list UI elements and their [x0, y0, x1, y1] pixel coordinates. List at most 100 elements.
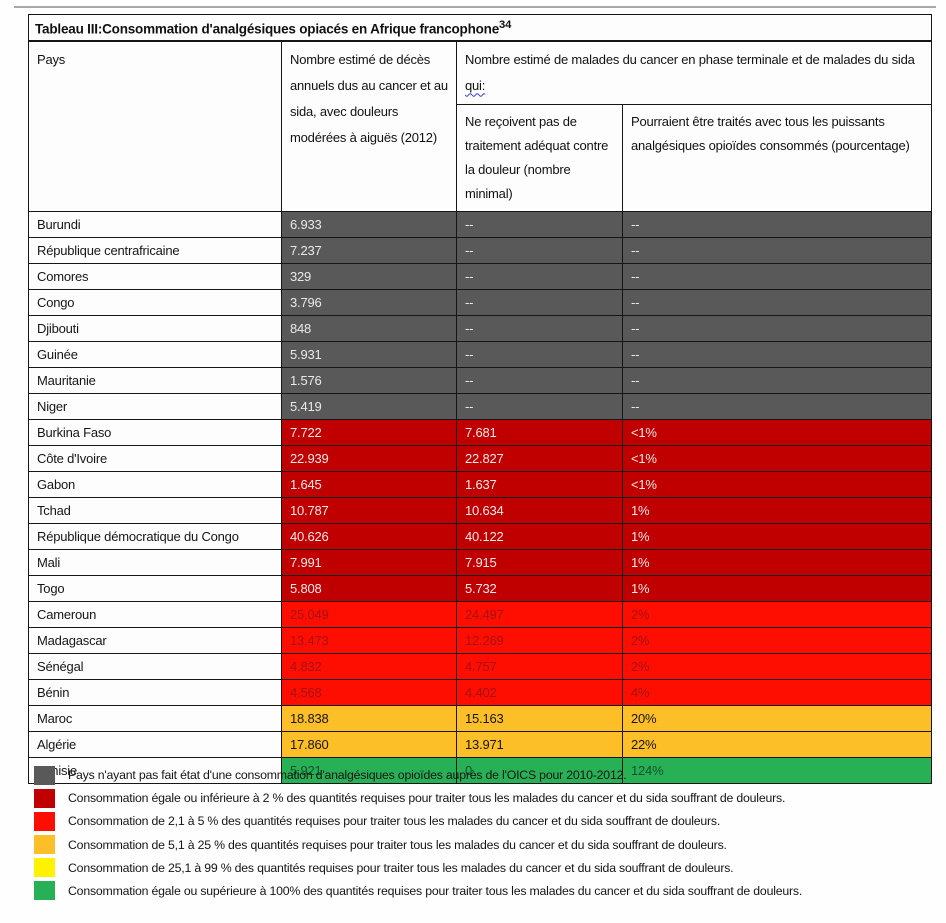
- table-title-text: Tableau III:Consommation d'analgésiques …: [35, 21, 500, 37]
- country-cell: Cameroun: [28, 600, 282, 628]
- percentage-cell: --: [621, 340, 933, 368]
- country-cell: Djibouti: [28, 314, 282, 342]
- table-header-row-1: Pays Nombre estimé de décès annuels dus …: [28, 40, 933, 212]
- untreated-cell: 7.915: [456, 548, 623, 576]
- table-row: Comores 329 -- --: [28, 262, 933, 290]
- table-row: Bénin 4.568 4.402 4%: [28, 678, 933, 706]
- deaths-cell: 13.473: [281, 626, 457, 654]
- header-percentage: Pourraient être traités avec tous les pu…: [621, 103, 933, 212]
- legend-text: Consommation égale ou supérieure à 100% …: [68, 883, 803, 898]
- deaths-cell: 1.645: [281, 470, 457, 498]
- untreated-cell: 4.757: [456, 652, 623, 680]
- country-cell: Mauritanie: [28, 366, 282, 394]
- untreated-cell: --: [456, 366, 623, 394]
- percentage-cell: 1%: [621, 496, 933, 524]
- country-cell: Gabon: [28, 470, 282, 498]
- country-cell: Niger: [28, 392, 282, 420]
- deaths-cell: 18.838: [281, 704, 457, 732]
- country-cell: Guinée: [28, 340, 282, 368]
- percentage-cell: --: [621, 392, 933, 420]
- deaths-cell: 4.568: [281, 678, 457, 706]
- header-group-text: Nombre estimé de malades du cancer en ph…: [465, 51, 915, 67]
- country-cell: République centrafricaine: [28, 236, 282, 264]
- untreated-cell: --: [456, 262, 623, 290]
- country-cell: Côte d'Ivoire: [28, 444, 282, 472]
- percentage-cell: <1%: [621, 444, 933, 472]
- country-cell: Comores: [28, 262, 282, 290]
- country-cell: Mali: [28, 548, 282, 576]
- percentage-cell: 2%: [621, 626, 933, 654]
- percentage-cell: --: [621, 366, 933, 394]
- untreated-cell: --: [456, 314, 623, 342]
- untreated-cell: 10.634: [456, 496, 623, 524]
- legend-text: Consommation égale ou inférieure à 2 % d…: [68, 791, 786, 806]
- country-cell: Burkina Faso: [28, 418, 282, 446]
- legend-item: Consommation égale ou inférieure à 2 % d…: [34, 789, 934, 808]
- legend-color-chip: [34, 766, 55, 785]
- header-untreated: Ne reçoivent pas de traitement adéquat c…: [456, 103, 623, 212]
- legend-color-chip: [34, 789, 55, 808]
- table-row: Côte d'Ivoire 22.939 22.827 <1%: [28, 444, 933, 472]
- table-row: Mauritanie 1.576 -- --: [28, 366, 933, 394]
- deaths-cell: 7.237: [281, 236, 457, 264]
- country-cell: Togo: [28, 574, 282, 602]
- table-row: Cameroun 25.049 24.497 2%: [28, 600, 933, 628]
- untreated-cell: --: [456, 392, 623, 420]
- header-group: Nombre estimé de malades du cancer en ph…: [455, 40, 933, 105]
- legend-item: Consommation de 5,1 à 25 % des quantités…: [34, 835, 934, 854]
- table-row: République démocratique du Congo 40.626 40…: [28, 522, 933, 550]
- country-cell: Tchad: [28, 496, 282, 524]
- table-row: Togo 5.808 5.732 1%: [28, 574, 933, 602]
- legend-item: Consommation de 25,1 à 99 % des quantité…: [34, 858, 934, 877]
- legend-item: Consommation égale ou supérieure à 100% …: [34, 881, 934, 900]
- deaths-cell: 17.860: [281, 730, 457, 758]
- legend-item: Pays n'ayant pas fait état d'une consomm…: [34, 766, 934, 785]
- country-cell: Madagascar: [28, 626, 282, 654]
- percentage-cell: 124%: [621, 756, 933, 784]
- legend-text: Consommation de 2,1 à 5 % des quantités …: [68, 814, 721, 829]
- table-row: Maroc 18.838 15.163 20%: [28, 704, 933, 732]
- table-row: Tchad 10.787 10.634 1%: [28, 496, 933, 524]
- percentage-cell: 2%: [621, 600, 933, 628]
- table-title-footnote: 34: [499, 19, 512, 31]
- percentage-cell: --: [621, 210, 933, 238]
- table-row: Congo 3.796 -- --: [28, 288, 933, 316]
- table-row: Niger 5.419 -- --: [28, 392, 933, 420]
- untreated-cell: 7.681: [456, 418, 623, 446]
- country-cell: Burundi: [28, 210, 282, 238]
- deaths-cell: 10.787: [281, 496, 457, 524]
- untreated-cell: 22.827: [456, 444, 623, 472]
- untreated-cell: --: [456, 340, 623, 368]
- legend-text: Consommation de 5,1 à 25 % des quantités…: [68, 837, 727, 852]
- percentage-cell: --: [621, 262, 933, 290]
- table-title: Tableau III:Consommation d'analgésiques …: [27, 14, 933, 42]
- deaths-cell: 5.931: [281, 340, 457, 368]
- legend: Pays n'ayant pas fait état d'une consomm…: [34, 766, 934, 905]
- untreated-cell: 0: [456, 756, 623, 784]
- untreated-cell: 1.637: [456, 470, 623, 498]
- legend-color-chip: [34, 812, 55, 831]
- table-row: République centrafricaine 7.237 -- --: [28, 236, 933, 264]
- untreated-cell: 13.971: [456, 730, 623, 758]
- untreated-cell: 40.122: [456, 522, 623, 550]
- percentage-cell: 1%: [621, 574, 933, 602]
- untreated-cell: 4.402: [456, 678, 623, 706]
- percentage-cell: 22%: [621, 730, 933, 758]
- country-cell: Bénin: [28, 678, 282, 706]
- table-header-row-2: Ne reçoivent pas de traitement adéquat c…: [29, 103, 933, 212]
- deaths-cell: 329: [281, 262, 457, 290]
- untreated-cell: 12.269: [456, 626, 623, 654]
- legend-color-chip: [34, 881, 55, 900]
- deaths-cell: 22.939: [281, 444, 457, 472]
- table-row: Burundi 6.933 -- --: [28, 210, 933, 238]
- header-country: Pays: [28, 40, 282, 212]
- deaths-cell: 7.722: [281, 418, 457, 446]
- table-row: Algérie 17.860 13.971 22%: [28, 730, 933, 758]
- percentage-cell: <1%: [621, 418, 933, 446]
- legend-color-chip: [34, 835, 55, 854]
- untreated-cell: --: [456, 210, 623, 238]
- percentage-cell: 2%: [621, 652, 933, 680]
- deaths-cell: 40.626: [281, 522, 457, 550]
- percentage-cell: 1%: [621, 522, 933, 550]
